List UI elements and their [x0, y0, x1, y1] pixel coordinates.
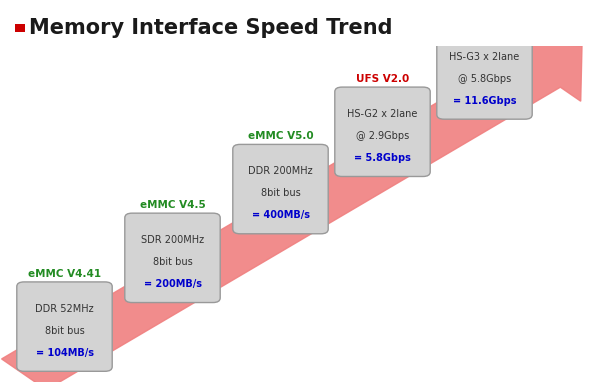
Text: DDR 200MHz: DDR 200MHz [248, 166, 313, 176]
Text: Memory Interface Speed Trend: Memory Interface Speed Trend [29, 18, 392, 38]
Text: 8bit bus: 8bit bus [152, 257, 193, 267]
Text: UFS V2.0: UFS V2.0 [356, 74, 409, 84]
Text: = 200MB/s: = 200MB/s [143, 279, 202, 289]
Text: = 400MB/s: = 400MB/s [251, 210, 310, 220]
FancyBboxPatch shape [125, 213, 220, 303]
Text: DDR 52MHz: DDR 52MHz [35, 304, 94, 314]
Text: @ 2.9Gbps: @ 2.9Gbps [356, 131, 409, 141]
Text: 8bit bus: 8bit bus [44, 326, 85, 336]
Polygon shape [2, 42, 582, 382]
FancyBboxPatch shape [437, 30, 532, 119]
Text: 8bit bus: 8bit bus [260, 188, 301, 198]
Text: eMMC V4.41: eMMC V4.41 [28, 269, 101, 279]
Text: = 5.8Gbps: = 5.8Gbps [354, 153, 411, 163]
Text: HS-G3 x 2lane: HS-G3 x 2lane [449, 52, 520, 62]
FancyBboxPatch shape [233, 144, 328, 234]
Bar [15, 24, 25, 32]
Text: eMMC V5.0: eMMC V5.0 [248, 131, 313, 141]
Text: UFS V2.0: UFS V2.0 [458, 17, 511, 27]
FancyBboxPatch shape [335, 87, 430, 176]
Text: eMMC V4.5: eMMC V4.5 [140, 200, 205, 210]
Text: = 11.6Gbps: = 11.6Gbps [453, 96, 516, 106]
FancyBboxPatch shape [17, 282, 112, 371]
Bar [0, 0, 600, 46]
Text: @ 5.8Gbps: @ 5.8Gbps [458, 74, 511, 84]
Text: = 104MB/s: = 104MB/s [35, 348, 94, 358]
Text: SDR 200MHz: SDR 200MHz [141, 235, 204, 245]
Text: HS-G2 x 2lane: HS-G2 x 2lane [347, 109, 418, 119]
